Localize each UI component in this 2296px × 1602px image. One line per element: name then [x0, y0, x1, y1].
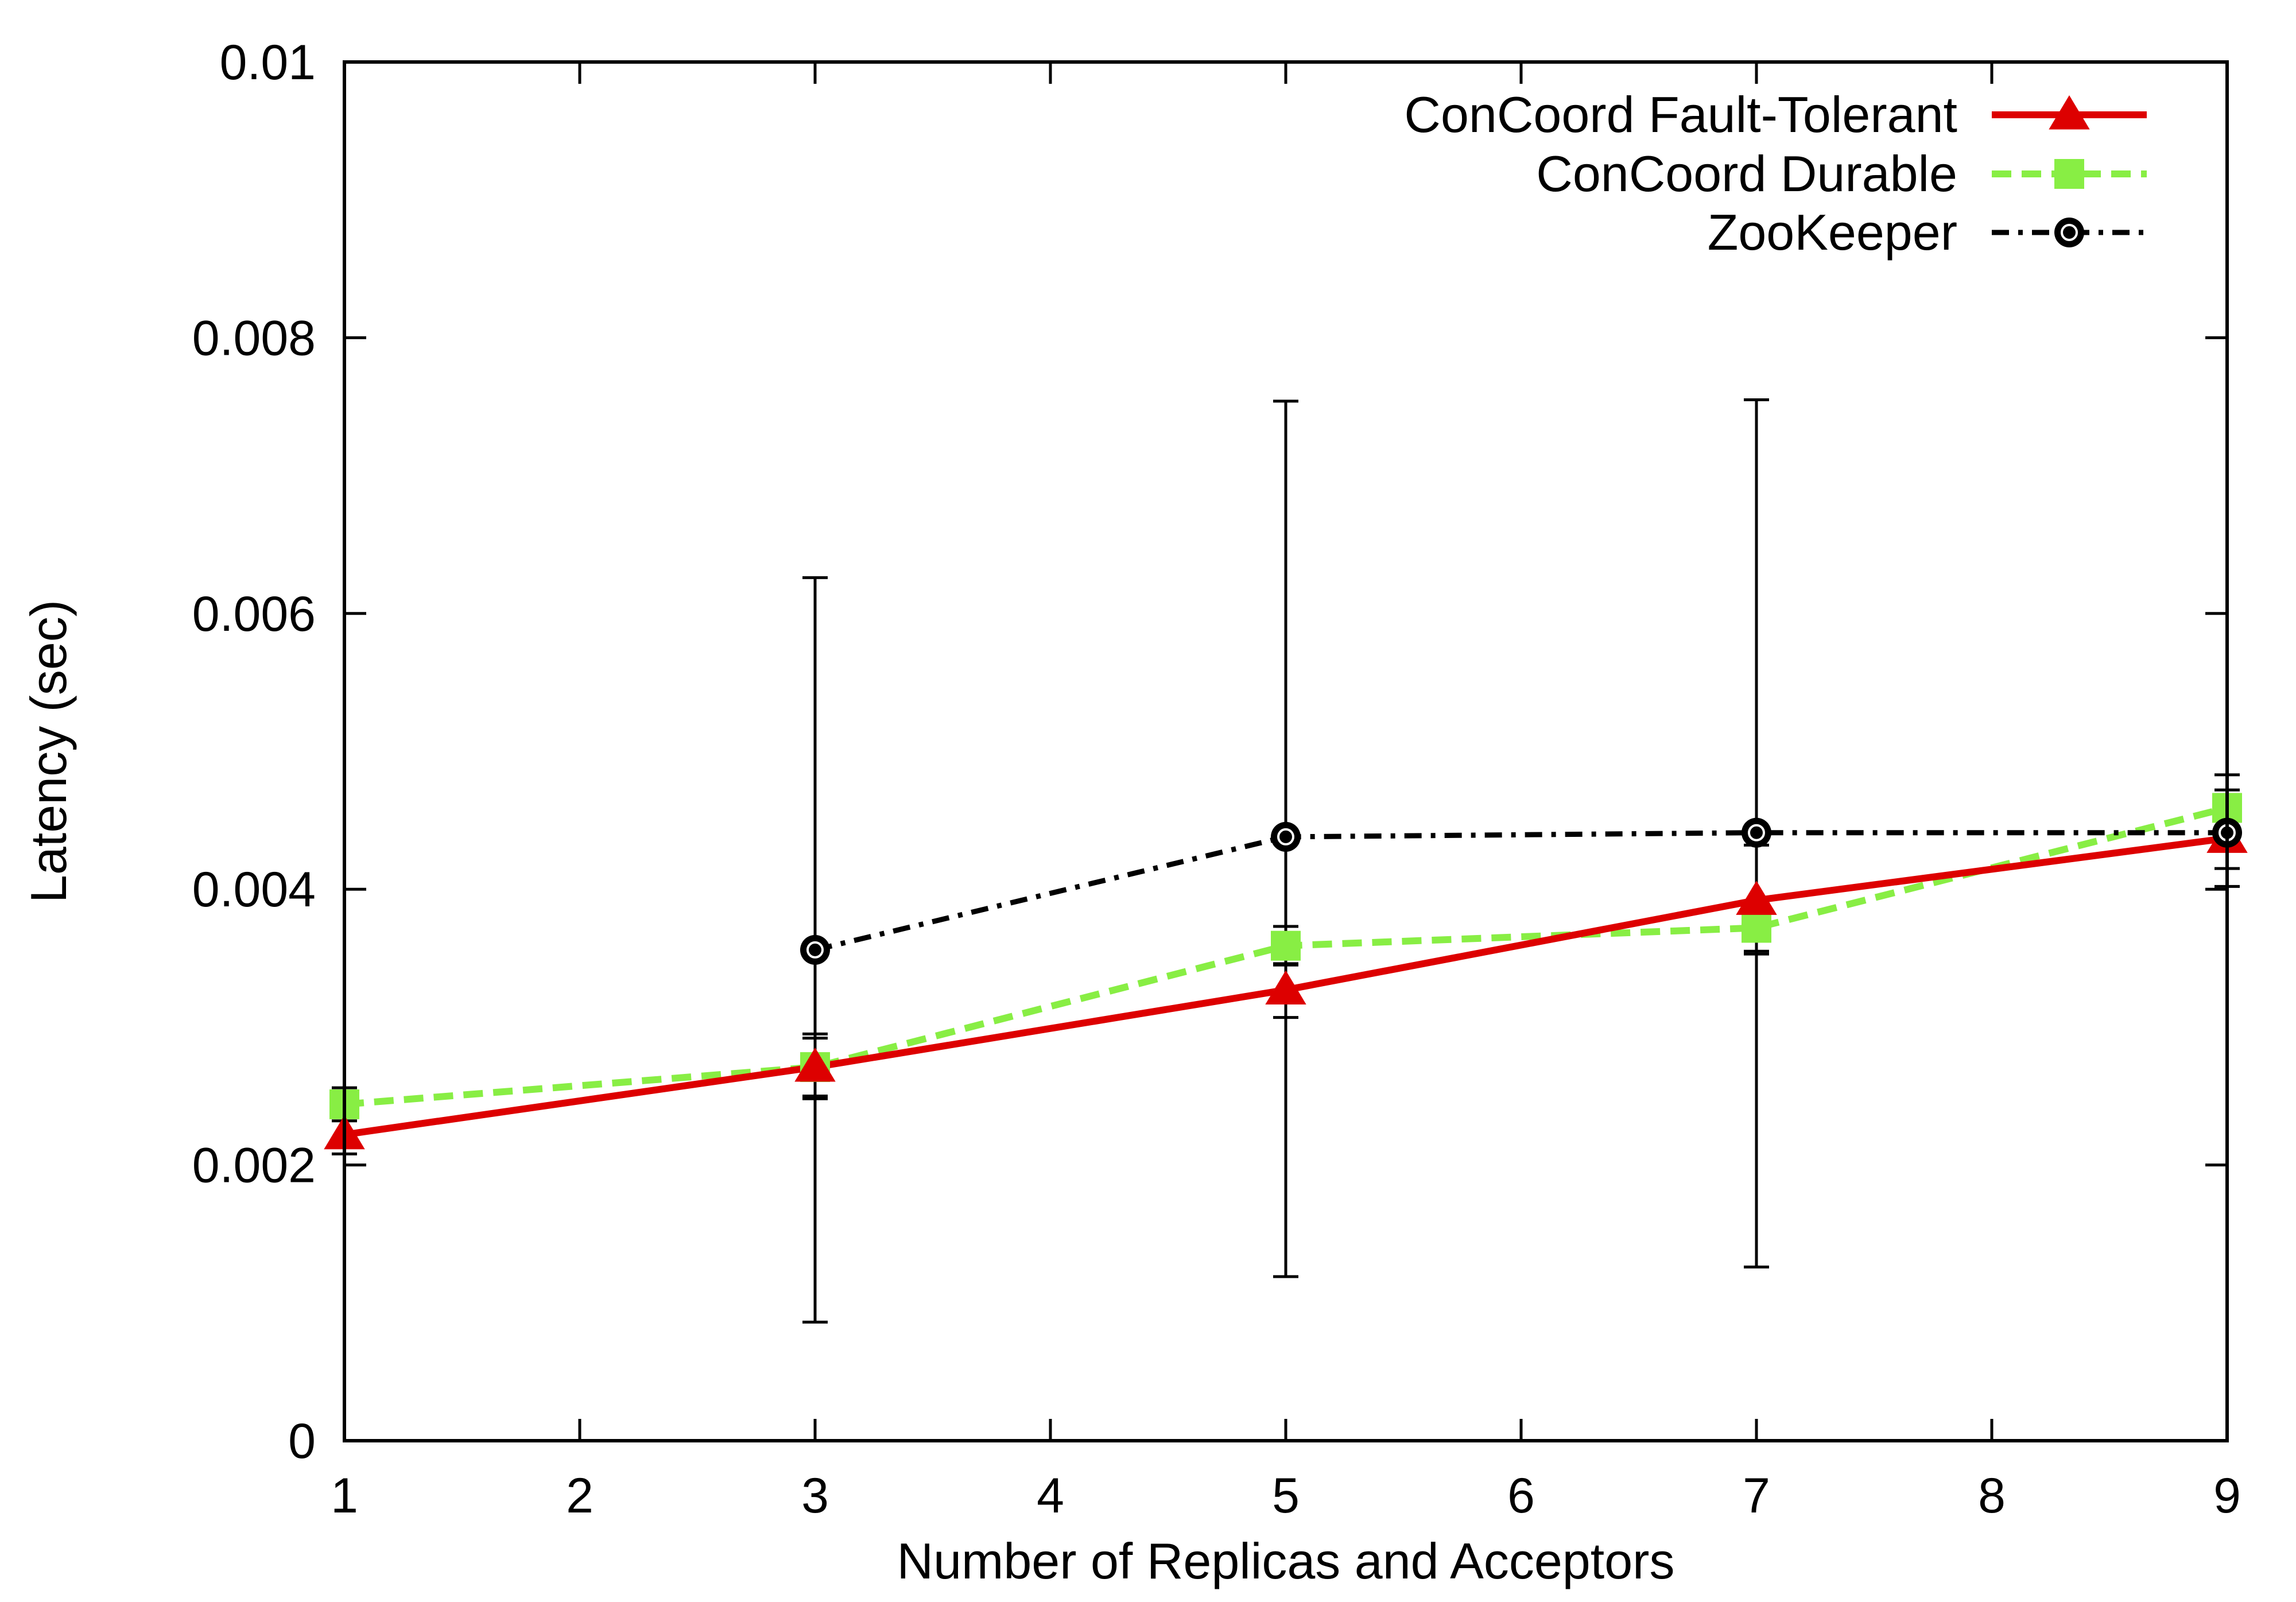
circle-marker-ring	[1277, 828, 1294, 845]
x-tick-label: 2	[566, 1468, 594, 1523]
y-axis-label: Latency (sec)	[20, 600, 77, 903]
y-tick-label: 0.002	[192, 1138, 316, 1193]
x-tick-label: 5	[1272, 1468, 1300, 1523]
legend-label: ConCoord Durable	[1536, 145, 1957, 202]
y-tick-label: 0.004	[192, 862, 316, 917]
legend-label: ConCoord Fault-Tolerant	[1404, 86, 1957, 143]
plot-frame	[343, 60, 2229, 1442]
circle-marker	[2054, 218, 2084, 247]
triangle-marker	[2049, 95, 2090, 130]
circle-marker-ring	[806, 941, 824, 959]
circle-marker	[1742, 817, 1771, 848]
series-line	[814, 830, 2227, 953]
triangle-marker	[1736, 880, 1777, 915]
x-tick-label: 9	[2213, 1468, 2241, 1523]
tick-labels: 1 2 3 4 5 6 7 8 9 0 0.002 0.004 0.006 0.008 0.01	[192, 35, 2241, 1523]
square-marker	[2054, 159, 2084, 189]
x-tick-label: 7	[1743, 1468, 1770, 1523]
y-tick-label: 0.006	[192, 587, 316, 642]
circle-marker-ring	[1748, 824, 1765, 841]
x-axis-label: Number of Replicas and Acceptors	[897, 1533, 1675, 1589]
square-marker	[1271, 930, 1301, 961]
triangle-marker	[794, 1048, 836, 1082]
legend-label: ZooKeeper	[1708, 204, 1957, 261]
y-tick-label: 0.008	[192, 311, 316, 366]
circle-marker	[800, 934, 830, 965]
x-tick-label: 8	[1978, 1468, 2006, 1523]
circle-marker	[1271, 821, 1301, 852]
x-tick-label: 6	[1507, 1468, 1535, 1523]
y-tick-label: 0	[288, 1414, 316, 1469]
triangle-marker	[1265, 970, 1306, 1005]
error-bars	[332, 398, 2240, 1324]
circle-marker-ring	[2061, 224, 2078, 241]
x-tick-label: 1	[331, 1468, 358, 1523]
y-tick-label: 0.01	[220, 35, 316, 90]
x-tick-label: 4	[1037, 1468, 1064, 1523]
square-marker	[1742, 913, 1771, 943]
x-tick-label: 3	[801, 1468, 829, 1523]
